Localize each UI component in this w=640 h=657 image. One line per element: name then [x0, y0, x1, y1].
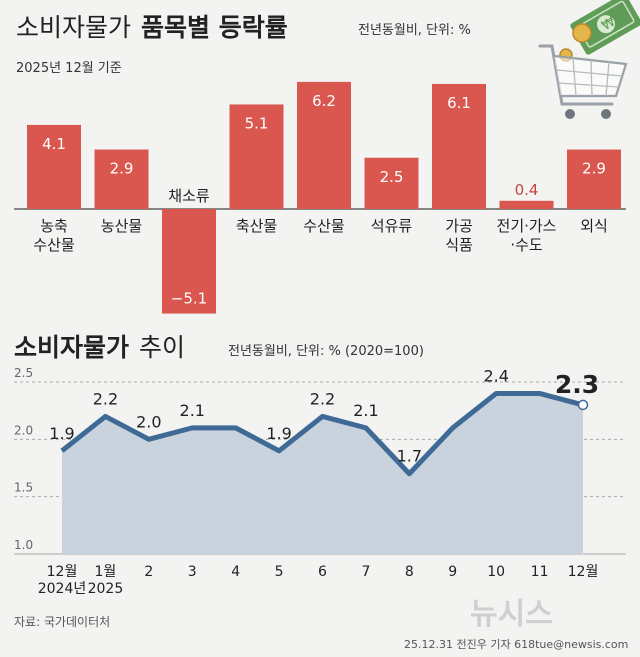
point-value-label: 2.4 — [483, 366, 508, 385]
x-tick-label: 8 — [405, 564, 414, 580]
category-label: 농산물 — [101, 217, 142, 235]
x-tick-label: 7 — [361, 564, 370, 580]
point-value-label: 2.3 — [555, 370, 599, 399]
credit-line: 25.12.31 전진우 기자 618tue@newsis.com — [404, 638, 628, 651]
point-value-label: 2.2 — [93, 389, 118, 408]
x-tick-label: 9 — [448, 564, 457, 580]
data-point — [577, 399, 589, 411]
category-label: 전기·가스 — [497, 217, 557, 235]
point-value-label: 2.2 — [310, 389, 335, 408]
category-label: ·수도 — [510, 236, 543, 254]
bar — [94, 149, 149, 209]
chart1-title-bold: 품목별 등락률 — [141, 13, 288, 42]
point-value-label: 1.9 — [266, 424, 291, 443]
line-chart: 1.0 1.5 2.0 2.5 1.9 2.2 2.0 2.1 1.9 2.2 2.1 1.7 2.4 2… — [14, 366, 626, 597]
x-tick-label: 4 — [231, 564, 240, 580]
watermark-logo: 뉴시스 — [470, 597, 553, 632]
bar-value-label: 4.1 — [42, 135, 66, 153]
bar — [499, 200, 554, 209]
chart1-unit: 전년동월비, 단위: % — [358, 23, 471, 38]
bar-value-label: 5.1 — [245, 114, 269, 132]
y-tick-label: 1.5 — [14, 481, 33, 495]
x-tick-label: 3 — [188, 564, 197, 580]
bar — [27, 124, 81, 209]
category-label: 수산물 — [303, 217, 344, 235]
x-tick-label: 1월 — [95, 564, 117, 580]
category-label: 외식 — [580, 217, 608, 235]
x-tick-label: 11 — [531, 564, 549, 580]
y-tick-label: 1.0 — [14, 538, 33, 552]
bar — [364, 157, 419, 209]
category-label: 수산물 — [33, 236, 74, 254]
bar — [162, 209, 216, 314]
x-tick-label: 2025 — [88, 581, 124, 597]
point-value-label: 2.0 — [136, 412, 161, 431]
bar — [229, 104, 284, 209]
y-tick-label: 2.0 — [14, 423, 33, 437]
point-value-label: 1.7 — [397, 447, 422, 466]
chart1-title: 소비자물가 품목별 등락률 — [16, 13, 288, 42]
shopping-cart-icon: ₩ — [538, 0, 640, 119]
x-tick-label: 10 — [487, 564, 505, 580]
x-tick-label: 2 — [144, 564, 153, 580]
bar — [567, 149, 621, 209]
source-note: 자료: 국가데이터처 — [14, 615, 110, 629]
category-label: 석유류 — [371, 217, 413, 235]
category-label: 농축 — [40, 217, 68, 235]
bar-value-label: 2.5 — [380, 168, 404, 186]
area-fill — [62, 393, 583, 554]
x-tick-label: 12월 — [568, 564, 599, 580]
category-label: 가공 — [445, 217, 473, 235]
bar-chart: 4.1농축수산물2.9농산물−5.1채소류5.1축산물6.2수산물2.5석유류6… — [14, 81, 626, 314]
bar-value-label: 2.9 — [582, 160, 606, 178]
category-label: 식품 — [445, 236, 473, 254]
x-tick-label: 5 — [275, 564, 284, 580]
chart1-title-plain: 소비자물가 — [16, 13, 131, 42]
point-value-label: 2.1 — [180, 401, 205, 420]
point-value-label: 2.1 — [353, 401, 378, 420]
chart1-basis: 2025년 12월 기준 — [16, 61, 122, 76]
bar — [297, 81, 351, 209]
chart2-title-plain: 소비자물가 — [14, 333, 129, 362]
chart2-title-bold: 추이 — [139, 333, 185, 362]
category-label: 채소류 — [168, 187, 210, 205]
bar-value-label: −5.1 — [171, 290, 207, 308]
x-tick-label: 12월 — [47, 564, 78, 580]
x-tick-label: 2024년 — [38, 581, 87, 597]
x-tick-label: 6 — [318, 564, 327, 580]
y-tick-label: 2.5 — [14, 366, 33, 380]
bar-value-label: 6.1 — [447, 94, 471, 112]
bar-value-label: 0.4 — [515, 181, 539, 199]
chart2-unit: 전년동월비, 단위: % (2020=100) — [228, 344, 424, 359]
category-label: 축산물 — [236, 217, 277, 235]
point-value-label: 1.9 — [49, 424, 74, 443]
bar — [432, 83, 486, 209]
bar-value-label: 6.2 — [312, 92, 336, 110]
bar-value-label: 2.9 — [110, 160, 134, 178]
chart2-title: 소비자물가 추이 — [14, 333, 185, 362]
